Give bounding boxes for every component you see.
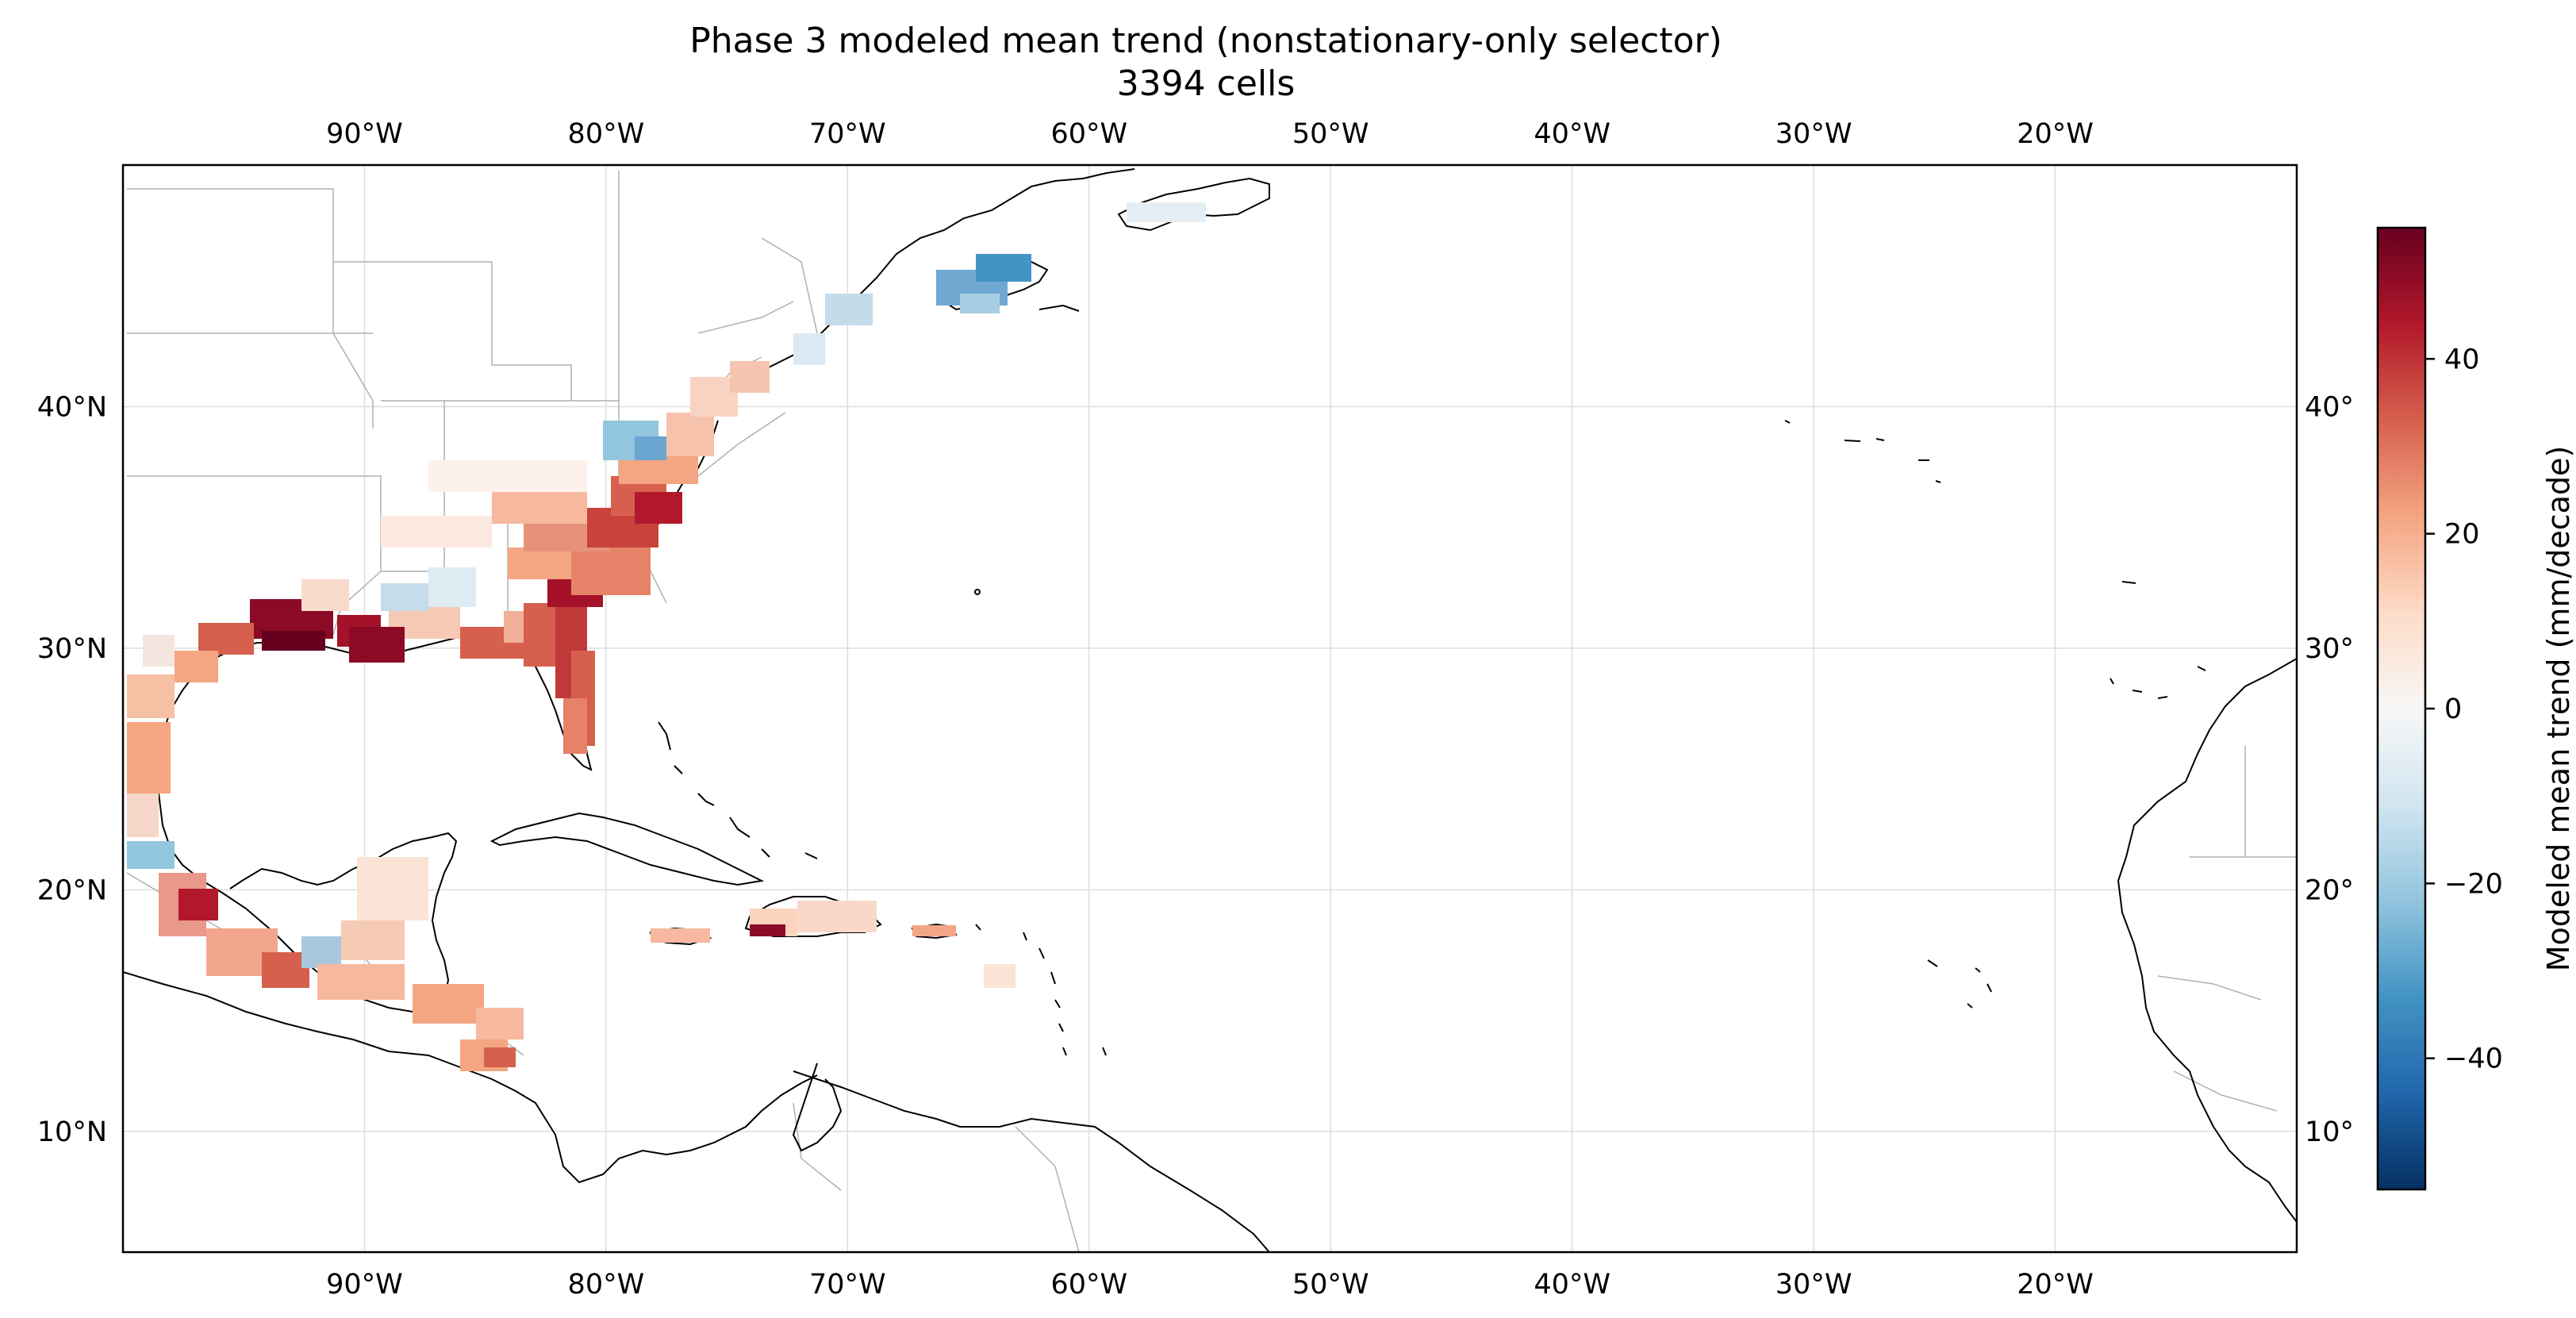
trend-cell (571, 548, 651, 595)
colorbar-tick-label: 40 (2444, 344, 2480, 375)
colorbar-tick-label: 20 (2444, 519, 2480, 551)
trend-cell (198, 623, 254, 655)
colorbar-tick-label: −20 (2444, 868, 2503, 900)
y-tick-label: 20°N (37, 874, 107, 906)
y-tick-labels-right: 10° 20° 30° 40° (2305, 391, 2354, 1147)
trend-cell (127, 793, 159, 837)
x-tick-label: 20°W (2017, 118, 2094, 150)
x-tick-label: 80°W (568, 1269, 645, 1301)
trend-cell (476, 1008, 524, 1039)
trend-cell (825, 294, 873, 325)
trend-cell (492, 492, 587, 524)
x-tick-label: 40°W (1534, 1269, 1610, 1301)
x-tick-label: 60°W (1050, 1269, 1127, 1301)
trend-cell (508, 548, 571, 579)
trend-cell (381, 583, 428, 611)
trend-cell (127, 841, 175, 869)
colorbar (2376, 226, 2427, 1191)
trend-cell (984, 964, 1015, 988)
trend-cell (381, 516, 492, 548)
trend-cell (127, 722, 171, 793)
y-tick-label: 40° (2305, 391, 2354, 423)
x-tick-label: 60°W (1050, 118, 1127, 150)
trend-cell (317, 964, 405, 1000)
map-frame (121, 163, 2298, 1254)
figure-title: Phase 3 modeled mean trend (nonstationar… (689, 21, 1722, 61)
trend-cell (484, 1047, 516, 1067)
trend-cell (262, 631, 325, 651)
trend-cell (127, 674, 175, 718)
trend-cell (1127, 202, 1206, 222)
x-tick-labels-top: 90°W 80°W 70°W 60°W 50°W 40°W 30°W 20°W (326, 118, 2094, 150)
trend-cell (413, 984, 484, 1024)
x-tick-label: 70°W (809, 1269, 886, 1301)
trend-cell (976, 254, 1031, 282)
x-tick-label: 50°W (1292, 1269, 1369, 1301)
coastlines (123, 168, 2297, 1252)
x-tick-label: 90°W (326, 1269, 403, 1301)
x-tick-label: 20°W (2017, 1269, 2094, 1301)
trend-cell (428, 460, 587, 492)
x-tick-label: 50°W (1292, 118, 1369, 150)
gridlines (123, 165, 2297, 1252)
trend-cell (797, 901, 877, 932)
trend-cell (635, 492, 682, 524)
trend-cells (127, 202, 1206, 1071)
x-tick-label: 30°W (1776, 1269, 1852, 1301)
trend-cell (666, 413, 714, 456)
trend-cell (357, 857, 428, 920)
trend-cell (651, 928, 710, 943)
y-tick-labels-left: 10°N 20°N 30°N 40°N (37, 391, 107, 1147)
y-tick-label: 40°N (37, 391, 107, 423)
trend-cell (563, 698, 587, 754)
trend-cell (750, 924, 785, 936)
trend-cell (730, 361, 770, 393)
trend-cell (349, 627, 405, 663)
trend-cell (960, 294, 1000, 313)
trend-cell (175, 651, 218, 682)
x-tick-label: 80°W (568, 118, 645, 150)
y-tick-label: 10°N (37, 1116, 107, 1148)
y-tick-label: 30° (2305, 633, 2354, 665)
colorbar-tick-label: −40 (2444, 1043, 2503, 1075)
trend-cell (301, 579, 349, 611)
colorbar-tick-label: 0 (2444, 694, 2462, 725)
x-tick-label: 40°W (1534, 118, 1610, 150)
trend-cell (143, 635, 175, 667)
map-background (123, 165, 2297, 1252)
colorbar-ticks: 40 20 0 −20 −40 (2425, 344, 2503, 1075)
x-tick-labels-bottom: 90°W 80°W 70°W 60°W 50°W 40°W 30°W 20°W (326, 1269, 2094, 1301)
figure-subtitle: 3394 cells (1116, 63, 1296, 104)
y-tick-label: 10° (2305, 1116, 2354, 1148)
trend-cell (793, 333, 825, 365)
x-tick-label: 90°W (326, 118, 403, 150)
y-tick-label: 30°N (37, 633, 107, 665)
x-tick-label: 70°W (809, 118, 886, 150)
trend-cell (301, 936, 341, 968)
colorbar-label: Modeled mean trend (mm/decade) (2541, 446, 2576, 972)
trend-cell (179, 889, 218, 920)
trend-cell (428, 567, 476, 607)
trend-cell (341, 920, 405, 960)
y-tick-label: 20° (2305, 874, 2354, 906)
trend-cell (635, 436, 666, 460)
trend-cell (912, 925, 956, 936)
x-tick-label: 30°W (1776, 118, 1852, 150)
